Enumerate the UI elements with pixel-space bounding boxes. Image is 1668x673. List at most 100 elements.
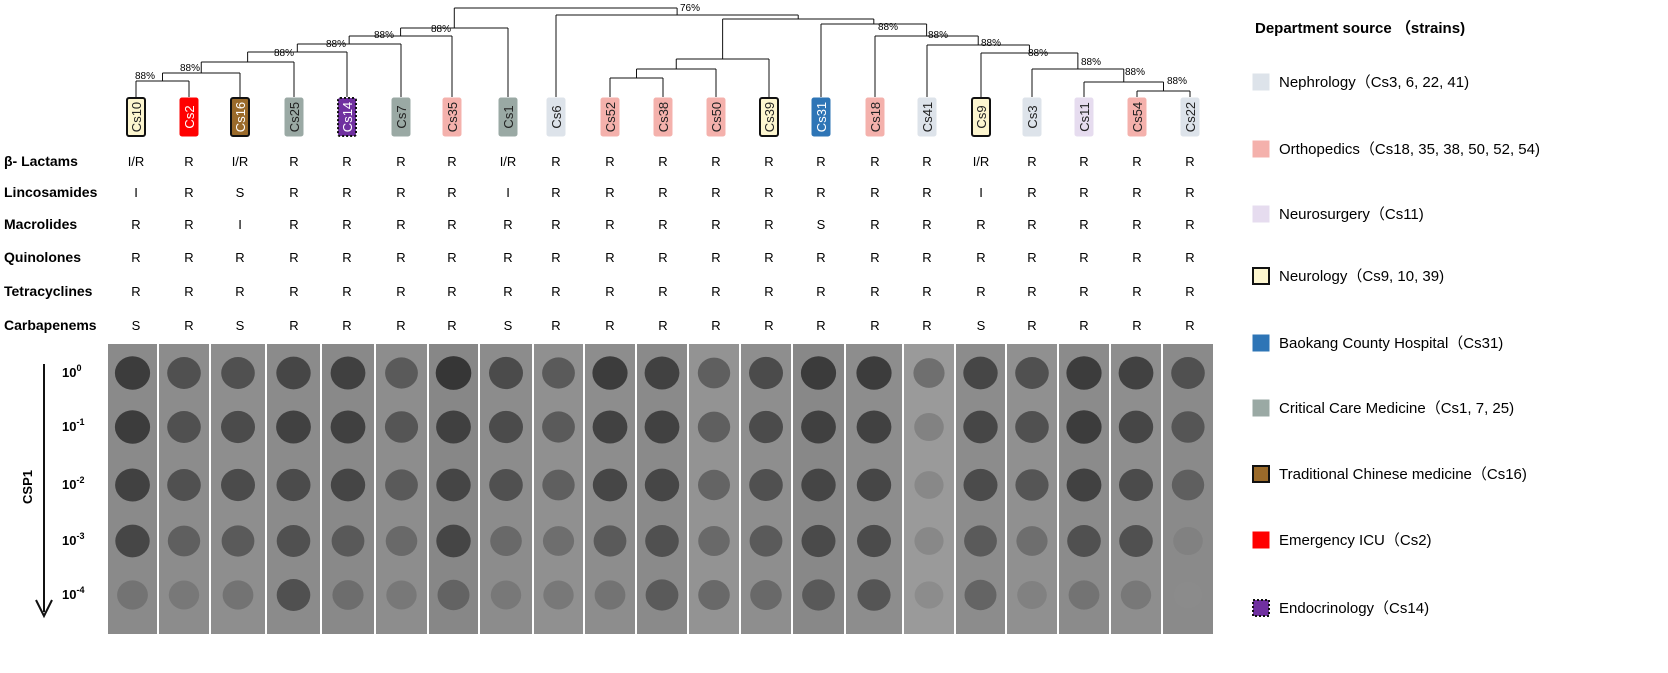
resistance-value: R <box>289 154 298 169</box>
strain-label: Cs2 <box>182 105 197 128</box>
tree-branch <box>636 68 717 92</box>
strain-label: Cs14 <box>340 102 355 132</box>
resistance-value: R <box>922 154 931 169</box>
growth-spot <box>592 468 628 502</box>
growth-spot <box>436 410 471 444</box>
strain-box: Cs54 <box>1127 97 1147 137</box>
legend-item: Endocrinology（Cs14) <box>1252 599 1429 617</box>
plate-strip <box>376 344 427 634</box>
strain-label: Cs38 <box>656 102 671 132</box>
growth-spot <box>117 580 148 610</box>
resistance-value: R <box>551 217 560 232</box>
csp1-dilution-panel: 100 10-1 10-2 10-3 10-4 CSP1 <box>20 344 1215 634</box>
plate-strip <box>1007 344 1057 634</box>
strain-box-fill <box>284 97 304 137</box>
resistance-value: R <box>922 250 931 265</box>
antibiotic-class-label: Quinolones <box>4 249 81 265</box>
growth-spot <box>594 580 626 610</box>
plate-strip <box>585 344 635 634</box>
plate-strip <box>322 344 374 634</box>
resistance-value: R <box>764 250 773 265</box>
resistance-value: R <box>396 250 405 265</box>
legend-label: Neurosurgery（Cs11) <box>1279 206 1424 223</box>
resistance-value: R <box>131 284 140 299</box>
resistance-value: R <box>1185 284 1194 299</box>
resistance-value: R <box>605 318 614 333</box>
legend-swatch <box>1252 73 1270 91</box>
resistance-value: R <box>1027 284 1036 299</box>
growth-spot <box>698 579 730 611</box>
growth-spot <box>644 468 680 502</box>
antibiotic-resistance-table: β- Lactams I/R R I/R R R R R I/R R R R R R R R R I/R R R R RL… <box>4 153 1195 333</box>
strain-box: Cs41 <box>917 97 937 137</box>
strain-box-fill <box>498 97 518 137</box>
plate-strip <box>1163 344 1213 634</box>
growth-spot <box>750 579 782 611</box>
growth-spot <box>385 525 418 557</box>
growth-spot <box>385 469 418 501</box>
resistance-value: R <box>658 284 667 299</box>
growth-spot <box>331 525 365 557</box>
legend-item: Nephrology（Cs3, 6, 22, 41) <box>1252 73 1469 91</box>
bootstrap-label: 88% <box>928 30 948 41</box>
resistance-value: R <box>1132 318 1141 333</box>
resistance-value: R <box>1079 250 1088 265</box>
resistance-value: R <box>503 217 512 232</box>
resistance-value: R <box>1027 185 1036 200</box>
strain-box: Cs7 <box>391 97 411 137</box>
resistance-value: R <box>289 318 298 333</box>
antibiotic-class-label: Lincosamides <box>4 184 98 200</box>
growth-spot <box>592 356 628 390</box>
resistance-value: R <box>658 185 667 200</box>
legend-item: Emergency ICU（Cs2) <box>1252 531 1432 549</box>
growth-spot <box>114 356 151 390</box>
resistance-value: R <box>396 185 405 200</box>
legend-label: Orthopedics（Cs18, 35, 38, 50, 52, 54) <box>1279 141 1540 158</box>
legend-swatch <box>1252 599 1270 617</box>
legend-swatch <box>1252 140 1270 158</box>
resistance-value: S <box>236 185 245 200</box>
legend-swatch <box>1252 205 1270 223</box>
resistance-value: R <box>551 250 560 265</box>
resistance-value: R <box>342 284 351 299</box>
growth-spot <box>801 468 836 502</box>
legend-item: Orthopedics（Cs18, 35, 38, 50, 52, 54) <box>1252 140 1540 158</box>
resistance-value: R <box>396 154 405 169</box>
antibiotic-row: Lincosamides I R S R R R R I R R R R R R R R I R R R R <box>4 184 1195 200</box>
legend-title: Department source （strains) <box>1255 19 1465 37</box>
resistance-value: R <box>764 185 773 200</box>
growth-spot <box>856 468 892 502</box>
bootstrap-label: 88% <box>274 48 294 59</box>
resistance-value: R <box>1027 154 1036 169</box>
bootstrap-label: 88% <box>878 22 898 33</box>
resistance-value: S <box>504 318 513 333</box>
resistance-value: R <box>816 250 825 265</box>
dilution-label: 10-4 <box>62 585 84 602</box>
strain-box-fill <box>442 97 462 137</box>
growth-spot <box>542 411 575 443</box>
plate-strip <box>793 344 844 634</box>
growth-spot <box>490 580 522 610</box>
bootstrap-label: 88% <box>431 24 451 35</box>
growth-spot <box>114 410 151 444</box>
resistance-value: R <box>711 154 720 169</box>
tree-branch <box>609 77 664 92</box>
resistance-value: R <box>870 250 879 265</box>
legend-label: Nephrology（Cs3, 6, 22, 41) <box>1279 74 1469 91</box>
resistance-value: R <box>1027 318 1036 333</box>
plate-strip <box>534 344 583 634</box>
resistance-value: R <box>184 318 193 333</box>
resistance-value: R <box>711 217 720 232</box>
growth-spot <box>1119 525 1153 557</box>
resistance-value: R <box>342 154 351 169</box>
growth-spot <box>167 469 201 501</box>
strain-label: Cs52 <box>603 102 618 132</box>
strain-box: Cs16 <box>230 97 250 137</box>
growth-spot <box>1068 580 1100 610</box>
antibiotic-row: Carbapenems S R S R R R R S R R R R R R R R S R R R R <box>4 317 1195 333</box>
legend-item: Critical Care Medicine（Cs1, 7, 25) <box>1252 399 1514 417</box>
growth-spot <box>644 410 680 444</box>
growth-spot <box>857 524 891 558</box>
plate-strip <box>159 344 209 634</box>
